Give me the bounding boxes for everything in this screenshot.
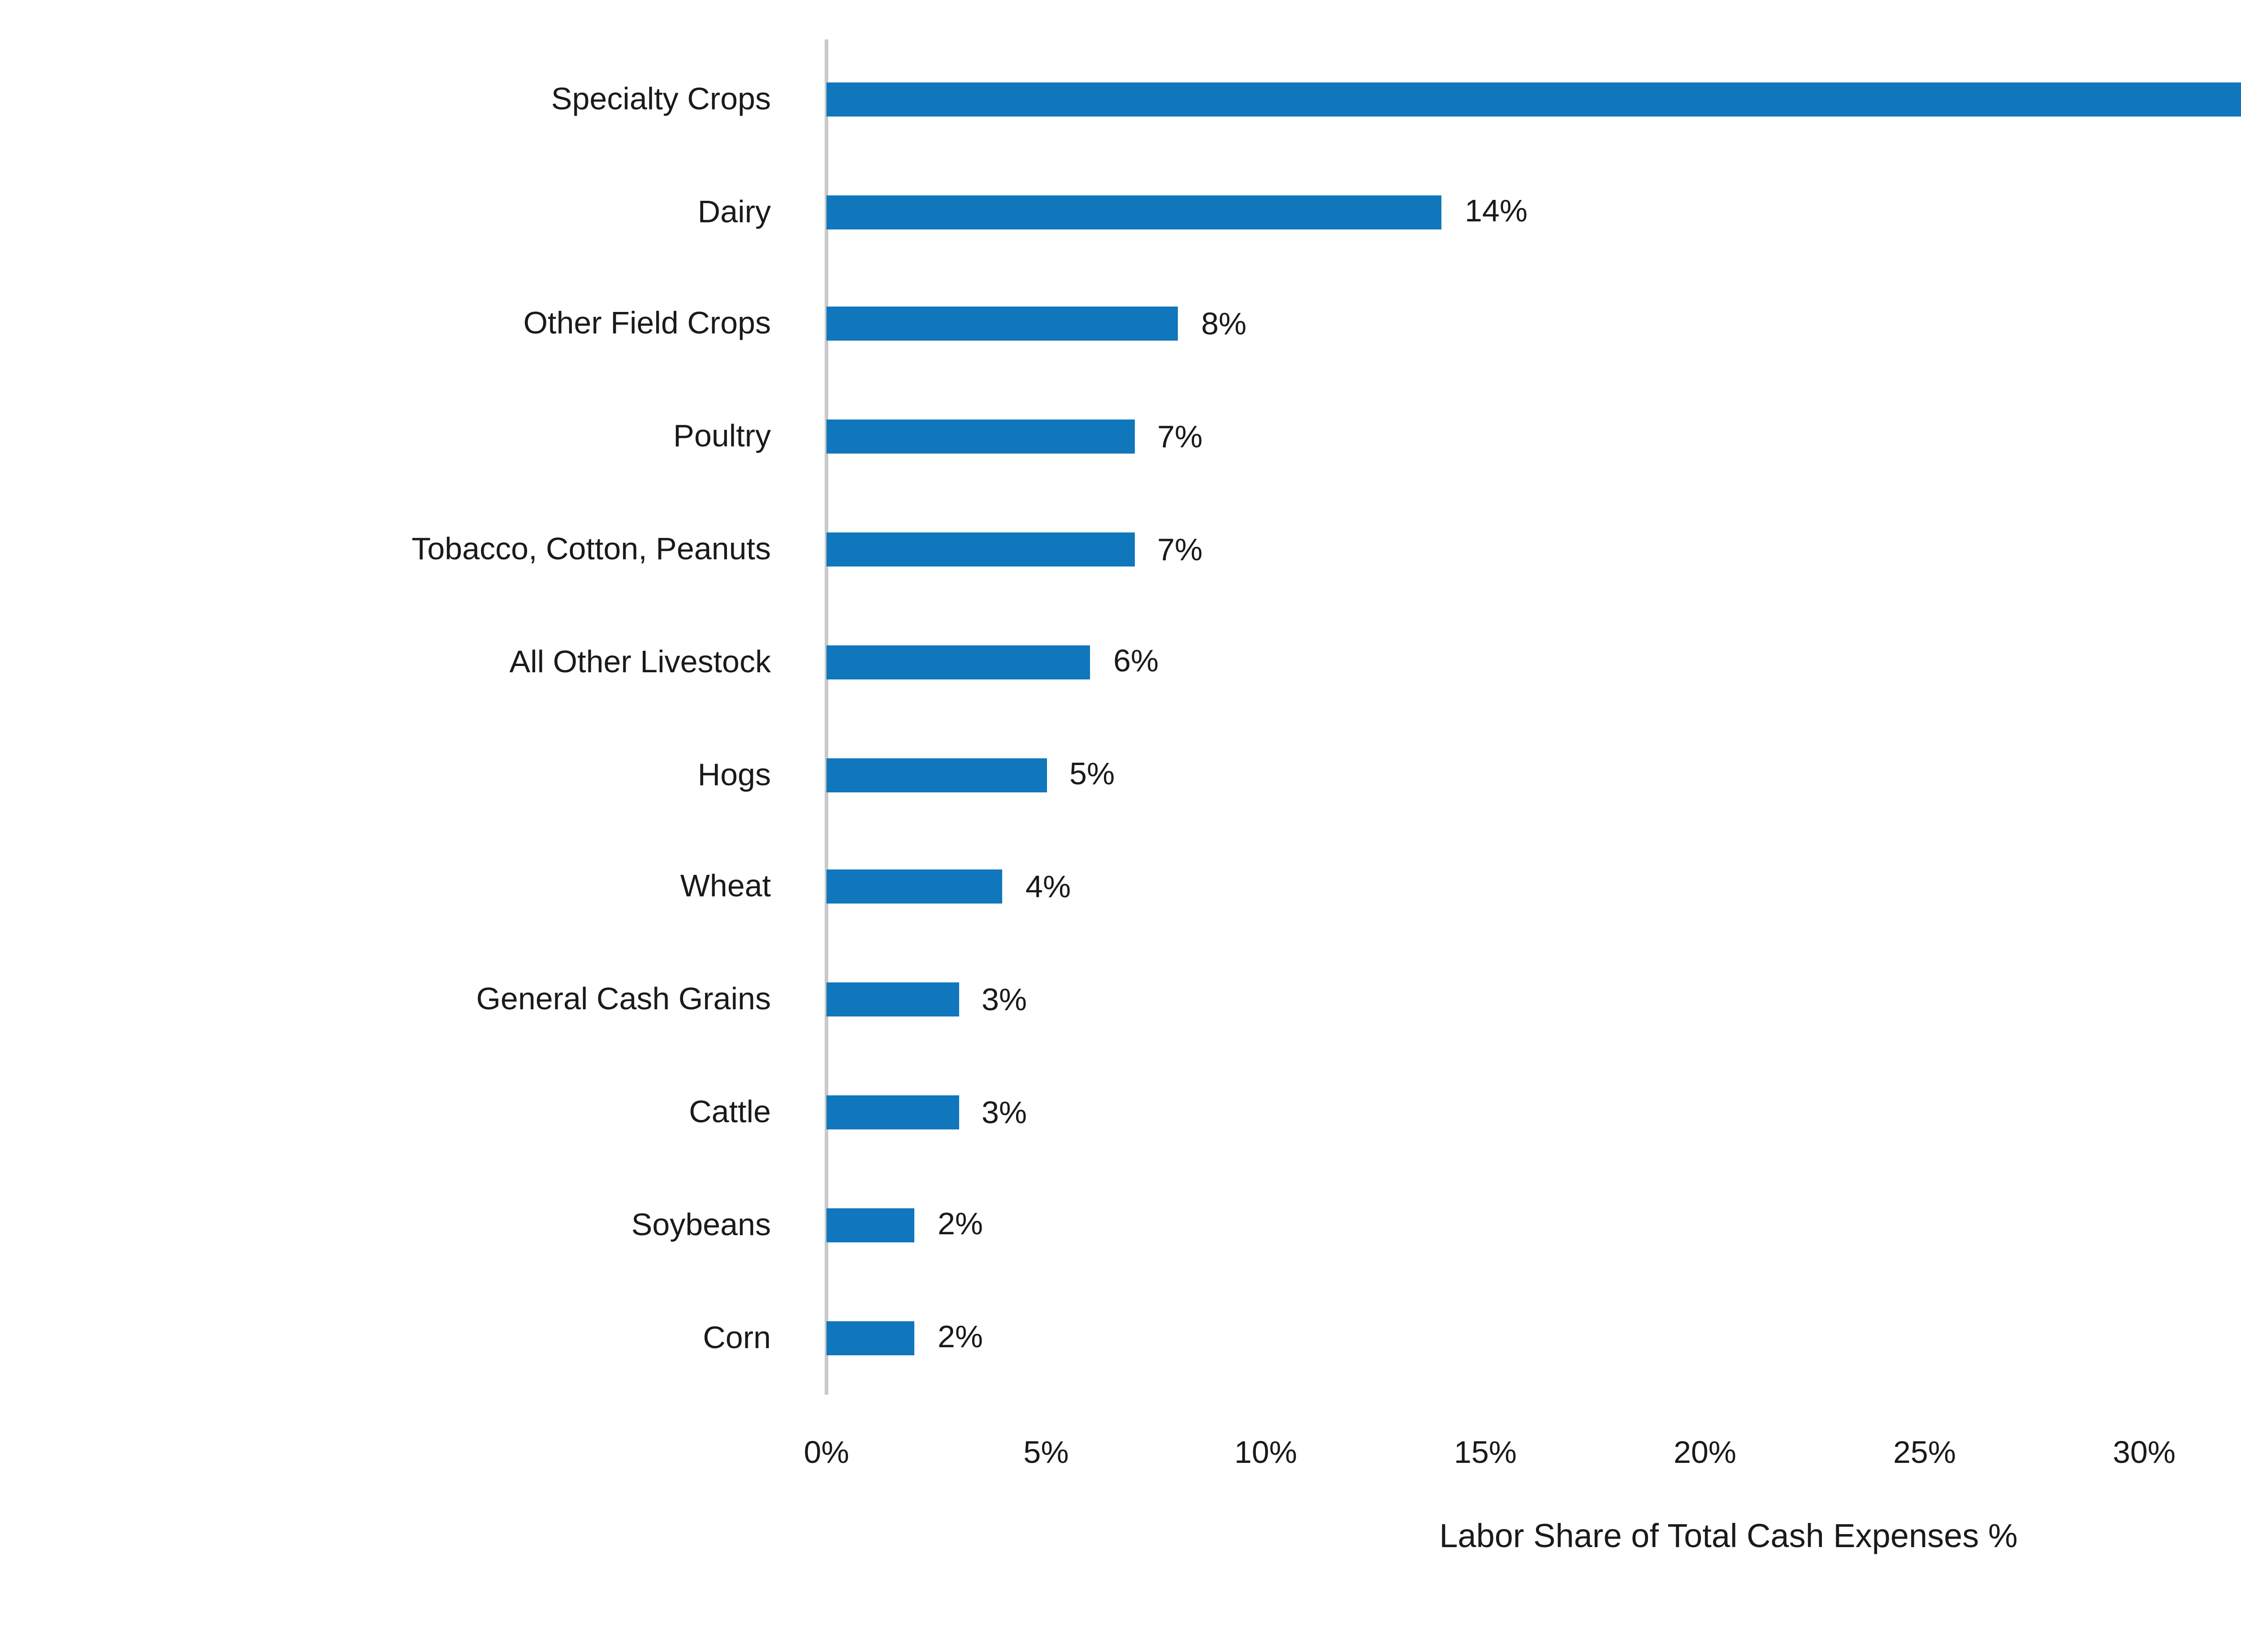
category-label: Soybeans — [631, 1206, 771, 1242]
bar-track: 2% — [826, 1206, 2241, 1242]
category-label: Corn — [703, 1319, 771, 1355]
bar-track: 14% — [826, 193, 2241, 229]
bar-track: 4% — [826, 868, 2241, 904]
bar-row: Wheat 4% — [0, 831, 2241, 943]
bar-track: 7% — [826, 418, 2241, 454]
bar — [826, 195, 1441, 229]
category-label: All Other Livestock — [509, 643, 771, 679]
bar-track: 3% — [826, 1094, 2241, 1130]
value-label: 7% — [1157, 418, 1203, 454]
category-label: General Cash Grains — [476, 981, 771, 1017]
value-label: 7% — [1157, 531, 1203, 567]
category-label: Wheat — [680, 868, 771, 904]
category-label: Poultry — [673, 418, 771, 454]
category-label: Tobacco, Cotton, Peanuts — [411, 530, 771, 567]
value-label: 5% — [1069, 756, 1115, 792]
category-label: Cattle — [689, 1093, 771, 1129]
bar — [826, 757, 1046, 792]
bar — [826, 1095, 958, 1130]
value-label: 2% — [938, 1206, 983, 1242]
value-label: 2% — [938, 1319, 983, 1355]
bar-row: Corn 2% — [0, 1281, 2241, 1394]
bar — [826, 870, 1002, 904]
bar-row: General Cash Grains 3% — [0, 944, 2241, 1056]
bar-track: 3% — [826, 981, 2241, 1017]
value-label: 4% — [1025, 868, 1071, 904]
bar-row: All Other Livestock 6% — [0, 606, 2241, 718]
x-axis-ticks: 0% 5% 10% 15% 20% 25% 30% — [804, 1434, 2241, 1481]
bar-row: Other Field Crops 8% — [0, 268, 2241, 381]
bar — [826, 82, 2241, 117]
x-tick-label: 10% — [1234, 1434, 1298, 1470]
category-label: Specialty Crops — [551, 80, 771, 117]
bar-row: Hogs 5% — [0, 718, 2241, 831]
bar-track: 2% — [826, 1319, 2241, 1355]
bar-track: 5% — [826, 756, 2241, 792]
bar-row: Cattle 3% — [0, 1056, 2241, 1169]
bar — [826, 1320, 914, 1355]
bar-row: Specialty Crops 38% — [0, 43, 2241, 156]
bar-track: 8% — [826, 305, 2241, 342]
bar-track: 6% — [826, 643, 2241, 679]
value-label: 3% — [982, 981, 1027, 1017]
x-tick-label: 20% — [1673, 1434, 1737, 1470]
bar-row: Poultry 7% — [0, 381, 2241, 493]
value-label: 8% — [1201, 305, 1247, 342]
value-label: 3% — [982, 1094, 1027, 1130]
value-label: 14% — [1465, 193, 1528, 229]
bar-track: 7% — [826, 531, 2241, 567]
bar-rows: Specialty Crops 38% Dairy 14% Other Field Cr… — [0, 43, 2241, 1394]
x-tick-label: 30% — [2112, 1434, 2176, 1470]
bar-row: Tobacco, Cotton, Peanuts 7% — [0, 493, 2241, 606]
category-label: Hogs — [697, 756, 771, 792]
category-label: Other Field Crops — [523, 305, 771, 342]
bar-track: 38% — [826, 82, 2241, 117]
x-tick-label: 0% — [804, 1434, 849, 1470]
bar-row: Soybeans 2% — [0, 1169, 2241, 1281]
x-tick-label: 5% — [1023, 1434, 1069, 1470]
category-label: Dairy — [697, 193, 771, 229]
bar — [826, 983, 958, 1017]
bar — [826, 645, 1090, 679]
bar — [826, 532, 1134, 567]
bar — [826, 307, 1178, 342]
bar-row: Dairy 14% — [0, 156, 2241, 268]
bar — [826, 420, 1134, 454]
bar — [826, 1208, 914, 1242]
x-tick-label: 25% — [1893, 1434, 1956, 1470]
x-tick-label: 15% — [1454, 1434, 1517, 1470]
y-axis-line — [824, 39, 828, 1395]
x-axis-title: Labor Share of Total Cash Expenses % — [1439, 1517, 2018, 1554]
value-label: 6% — [1113, 643, 1159, 679]
